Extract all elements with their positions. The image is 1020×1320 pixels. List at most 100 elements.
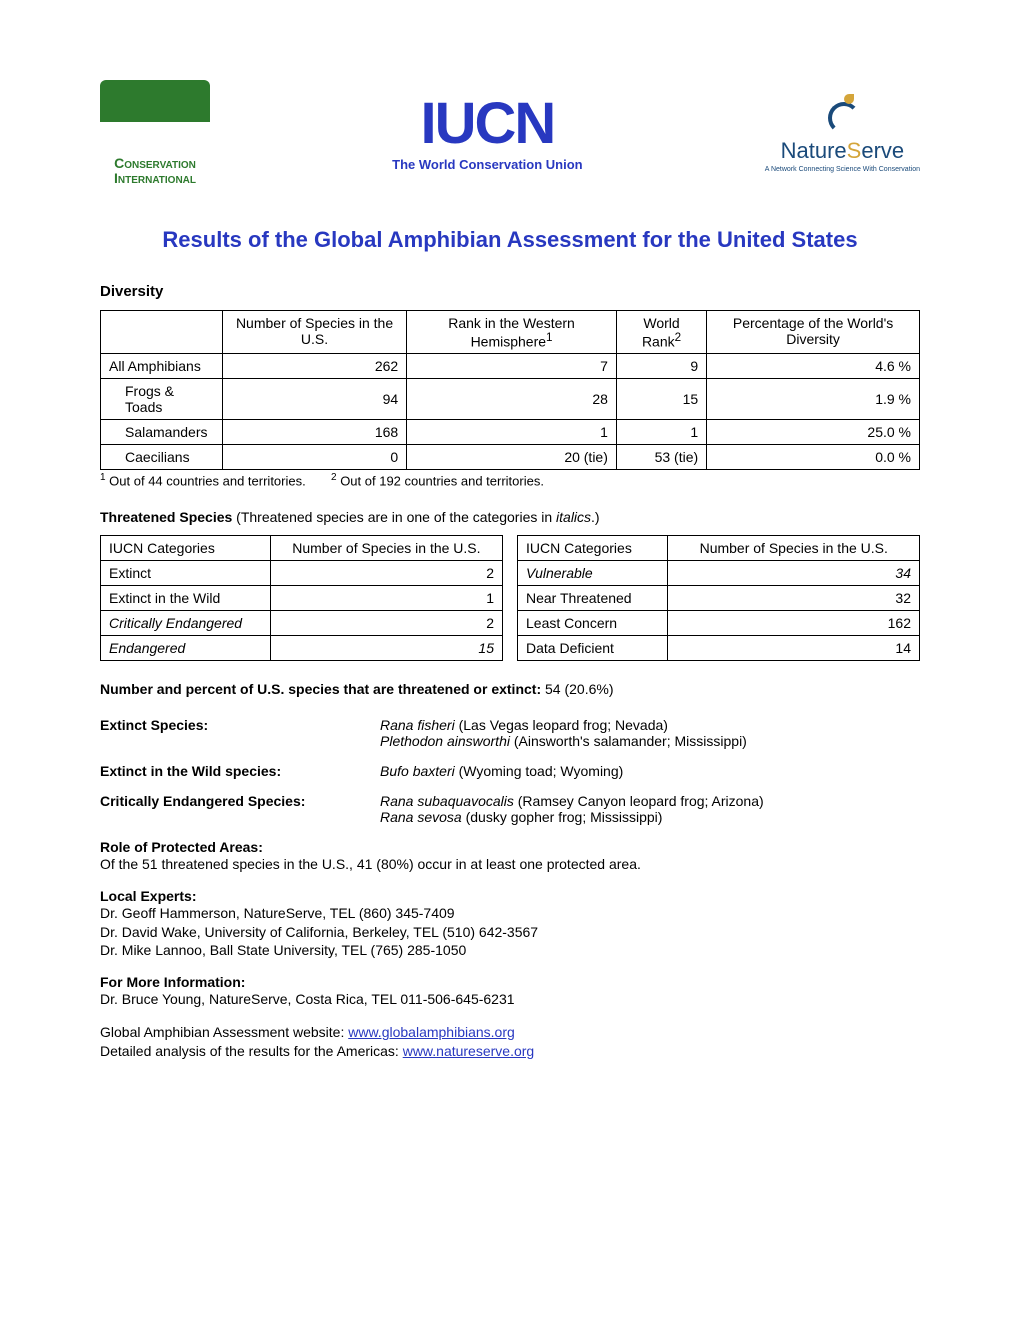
species-line: Rana fisheri (Las Vegas leopard frog; Ne…	[380, 717, 920, 733]
logos-row: Conservation International IUCN The Worl…	[100, 80, 920, 187]
crit-endangered-content: Rana subaquavocalis (Ramsey Canyon leopa…	[380, 793, 920, 825]
row-cat: Vulnerable	[518, 560, 668, 585]
row-world-rank: 15	[616, 379, 706, 420]
species-name: Rana sevosa	[380, 809, 462, 825]
extinct-wild-block: Extinct in the Wild species: Bufo baxter…	[100, 763, 920, 779]
more-info-heading: For More Information:	[100, 974, 920, 990]
div-col-world-rank: World Rank2	[616, 310, 706, 354]
row-pct: 4.6 %	[707, 354, 920, 379]
row-label: Frogs & Toads	[101, 379, 223, 420]
row-pct: 25.0 %	[707, 420, 920, 445]
row-num: 262	[222, 354, 406, 379]
logo-conservation-international: Conservation International	[100, 80, 210, 187]
protected-text: Of the 51 threatened species in the U.S.…	[100, 855, 920, 874]
table-row: Extinct2	[101, 560, 503, 585]
species-info: (Ainsworth's salamander; Mississippi)	[510, 733, 747, 749]
thr-right-col-cat: IUCN Categories	[518, 535, 668, 560]
table-row: Salamanders1681125.0 %	[101, 420, 920, 445]
logo-iucn: IUCN The World Conservation Union	[392, 95, 582, 172]
row-world-rank: 53 (tie)	[616, 445, 706, 470]
row-world-rank: 1	[616, 420, 706, 445]
diversity-table: Number of Species in the U.S. Rank in th…	[100, 310, 920, 471]
link-line-2: Detailed analysis of the results for the…	[100, 1042, 920, 1061]
row-num: 14	[668, 635, 920, 660]
extinct-species-label: Extinct Species:	[100, 717, 380, 749]
row-label: All Amphibians	[101, 354, 223, 379]
ci-logo-icon	[100, 80, 210, 150]
ns-logo-text: NatureServe	[781, 138, 905, 164]
row-cat: Extinct	[101, 560, 271, 585]
expert-line: Dr. Geoff Hammerson, NatureServe, TEL (8…	[100, 904, 920, 923]
thr-left-col-cat: IUCN Categories	[101, 535, 271, 560]
species-line: Plethodon ainsworthi (Ainsworth's salama…	[380, 733, 920, 749]
row-world-rank: 9	[616, 354, 706, 379]
threatened-table-right: IUCN Categories Number of Species in the…	[517, 535, 920, 661]
row-cat: Least Concern	[518, 610, 668, 635]
more-info-line: Dr. Bruce Young, NatureServe, Costa Rica…	[100, 990, 920, 1009]
row-num: 94	[222, 379, 406, 420]
links-block: Global Amphibian Assessment website: www…	[100, 1023, 920, 1061]
more-info-block: For More Information: Dr. Bruce Young, N…	[100, 974, 920, 1009]
ci-logo-text: Conservation International	[114, 156, 196, 187]
expert-line: Dr. David Wake, University of California…	[100, 923, 920, 942]
thr-right-col-num: Number of Species in the U.S.	[668, 535, 920, 560]
summary-line: Number and percent of U.S. species that …	[100, 681, 920, 697]
page: Conservation International IUCN The Worl…	[0, 0, 1020, 1135]
iucn-logo-sub: The World Conservation Union	[392, 157, 582, 172]
table-row: Frogs & Toads9428151.9 %	[101, 379, 920, 420]
row-num: 162	[668, 610, 920, 635]
species-line: Bufo baxteri (Wyoming toad; Wyoming)	[380, 763, 920, 779]
row-cat: Critically Endangered	[101, 610, 271, 635]
table-row: Critically Endangered2	[101, 610, 503, 635]
row-label: Salamanders	[101, 420, 223, 445]
row-num: 2	[270, 560, 502, 585]
row-rank-wh: 7	[407, 354, 617, 379]
row-rank-wh: 28	[407, 379, 617, 420]
page-title: Results of the Global Amphibian Assessme…	[100, 227, 920, 253]
link-line-1: Global Amphibian Assessment website: www…	[100, 1023, 920, 1042]
diversity-footnotes: 1 Out of 44 countries and territories. 2…	[100, 472, 920, 488]
row-pct: 0.0 %	[707, 445, 920, 470]
crit-endangered-label: Critically Endangered Species:	[100, 793, 380, 825]
table-row: Endangered15	[101, 635, 503, 660]
div-col-pct: Percentage of the World's Diversity	[707, 310, 920, 354]
row-num: 15	[270, 635, 502, 660]
species-line: Rana sevosa (dusky gopher frog; Mississi…	[380, 809, 920, 825]
row-rank-wh: 20 (tie)	[407, 445, 617, 470]
extinct-species-content: Rana fisheri (Las Vegas leopard frog; Ne…	[380, 717, 920, 749]
threatened-table-left: IUCN Categories Number of Species in the…	[100, 535, 503, 661]
row-cat: Endangered	[101, 635, 271, 660]
row-cat: Extinct in the Wild	[101, 585, 271, 610]
ns-swirl-icon	[822, 94, 862, 134]
table-row: Data Deficient14	[518, 635, 920, 660]
div-col-rank-wh: Rank in the Western Hemisphere1	[407, 310, 617, 354]
diversity-tbody: All Amphibians262794.6 %Frogs & Toads942…	[101, 354, 920, 470]
protected-areas-block: Role of Protected Areas: Of the 51 threa…	[100, 839, 920, 874]
row-num: 0	[222, 445, 406, 470]
threatened-tables: IUCN Categories Number of Species in the…	[100, 535, 920, 661]
row-cat: Near Threatened	[518, 585, 668, 610]
extinct-wild-label: Extinct in the Wild species:	[100, 763, 380, 779]
experts-heading: Local Experts:	[100, 888, 920, 904]
natureserve-link[interactable]: www.natureserve.org	[403, 1043, 535, 1059]
expert-line: Dr. Mike Lannoo, Ball State University, …	[100, 941, 920, 960]
thr-left-col-num: Number of Species in the U.S.	[270, 535, 502, 560]
row-num: 168	[222, 420, 406, 445]
global-amphibians-link[interactable]: www.globalamphibians.org	[348, 1024, 515, 1040]
div-col-num: Number of Species in the U.S.	[222, 310, 406, 354]
iucn-logo-main: IUCN	[420, 95, 554, 153]
row-rank-wh: 1	[407, 420, 617, 445]
species-info: (dusky gopher frog; Mississippi)	[462, 809, 663, 825]
protected-heading: Role of Protected Areas:	[100, 839, 920, 855]
species-line: Rana subaquavocalis (Ramsey Canyon leopa…	[380, 793, 920, 809]
row-num: 34	[668, 560, 920, 585]
threatened-intro: Threatened Species (Threatened species a…	[100, 509, 920, 525]
extinct-wild-content: Bufo baxteri (Wyoming toad; Wyoming)	[380, 763, 920, 779]
experts-lines: Dr. Geoff Hammerson, NatureServe, TEL (8…	[100, 904, 920, 961]
table-row: Extinct in the Wild1	[101, 585, 503, 610]
table-row: Caecilians020 (tie)53 (tie)0.0 %	[101, 445, 920, 470]
species-name: Bufo baxteri	[380, 763, 455, 779]
species-name: Rana subaquavocalis	[380, 793, 514, 809]
table-row: Near Threatened32	[518, 585, 920, 610]
row-num: 32	[668, 585, 920, 610]
